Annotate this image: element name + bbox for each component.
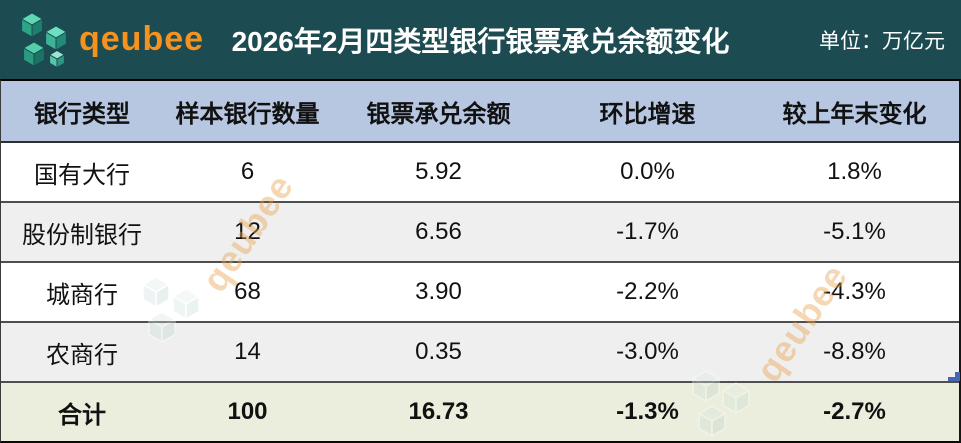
cell-balance: 3.90 xyxy=(415,278,462,305)
cell-bank-type: 国有大行 xyxy=(34,161,130,189)
cell-mom-growth: -2.2% xyxy=(616,278,679,305)
cell-bank-type: 农商行 xyxy=(46,341,118,369)
cell-mom-growth: -1.7% xyxy=(616,218,679,245)
cell-ytd-change: -4.3% xyxy=(823,278,886,305)
cell-sample-count: 12 xyxy=(234,218,261,245)
cell-sample-count: 14 xyxy=(234,338,261,365)
col-header-sample-count: 样本银行数量 xyxy=(175,100,320,128)
cell-bank-type: 城商行 xyxy=(46,281,118,309)
unit-label: 单位：万亿元 xyxy=(819,29,945,53)
table-row-rural-banks: 农商行 14 0.35 -3.0% -8.8% xyxy=(1,323,959,383)
cell-sample-count: 6 xyxy=(240,158,255,185)
qeubee-logo: qeubee xyxy=(16,10,204,70)
col-header-balance: 银票承兑余额 xyxy=(366,100,511,128)
logo-wordmark: qeubee xyxy=(79,20,205,58)
cell-mom-growth: 0.0% xyxy=(620,158,675,185)
bank-table: 银行类型 样本银行数量 银票承兑余额 环比增速 较上年末变化 国有大行 6 5.… xyxy=(0,79,961,443)
cell-bank-type: 合计 xyxy=(58,401,106,429)
col-header-mom-growth: 环比增速 xyxy=(599,100,696,128)
cell-sample-count: 68 xyxy=(234,278,261,305)
cell-balance: 0.35 xyxy=(415,338,462,365)
cell-balance: 16.73 xyxy=(408,398,469,425)
table-row-state-banks: 国有大行 6 5.92 0.0% 1.8% xyxy=(1,143,959,203)
cell-ytd-change: -8.8% xyxy=(823,338,886,365)
cell-sample-count: 100 xyxy=(227,398,268,425)
table-row-total: 合计 100 16.73 -1.3% -2.7% xyxy=(1,383,959,441)
table-row-city-banks: 城商行 68 3.90 -2.2% -4.3% xyxy=(1,263,959,323)
col-header-bank-type: 银行类型 xyxy=(34,100,130,128)
page-title: 2026年2月四类型银行银票承兑余额变化 xyxy=(231,25,730,57)
cell-mom-growth: -3.0% xyxy=(616,338,679,365)
cell-mom-growth: -1.3% xyxy=(616,398,679,425)
cell-ytd-change: 1.8% xyxy=(827,158,882,185)
cell-balance: 6.56 xyxy=(415,218,462,245)
table-header-row: 银行类型 样本银行数量 银票承兑余额 环比增速 较上年末变化 xyxy=(1,81,959,143)
cell-balance: 5.92 xyxy=(415,158,462,185)
table-row-joint-stock-banks: 股份制银行 12 6.56 -1.7% -5.1% xyxy=(1,203,959,263)
cell-ytd-change: -5.1% xyxy=(823,218,886,245)
cell-bank-type: 股份制银行 xyxy=(22,221,142,249)
corner-step-icon xyxy=(948,372,960,381)
col-header-ytd-change: 较上年末变化 xyxy=(782,100,927,128)
title-bar: qeubee 2026年2月四类型银行银票承兑余额变化 单位：万亿元 xyxy=(0,0,961,79)
cell-ytd-change: -2.7% xyxy=(823,398,886,425)
cubes-logo-icon xyxy=(20,11,68,68)
